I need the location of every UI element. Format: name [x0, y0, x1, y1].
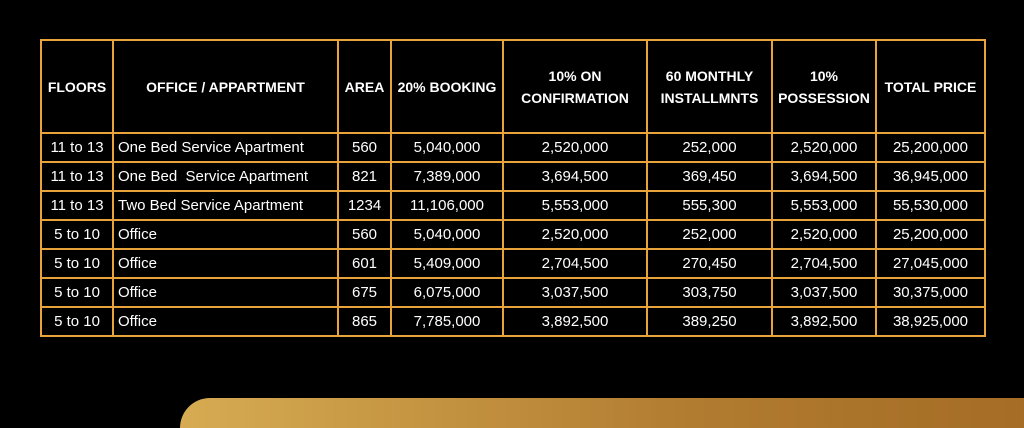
table-cell: 865: [337, 306, 392, 337]
table-cell: 560: [337, 219, 392, 250]
table-cell: 5 to 10: [40, 277, 114, 308]
table-cell: 2,520,000: [502, 219, 648, 250]
table-cell: 252,000: [646, 219, 773, 250]
table-cell: 11 to 13: [40, 161, 114, 192]
table-cell: 2,704,500: [771, 248, 877, 279]
table-cell: 5 to 10: [40, 248, 114, 279]
table-cell: Office: [112, 248, 339, 279]
table-cell: 5,409,000: [390, 248, 504, 279]
table-cell: 821: [337, 161, 392, 192]
table-cell: 5,040,000: [390, 132, 504, 163]
table-cell: 27,045,000: [875, 248, 986, 279]
table-cell: 5,553,000: [502, 190, 648, 221]
table-cell: 55,530,000: [875, 190, 986, 221]
table-cell: 2,704,500: [502, 248, 648, 279]
table-row: 5 to 10 Office 675 6,075,000 3,037,500 303,75…: [40, 277, 986, 308]
table-cell: 560: [337, 132, 392, 163]
table-cell: 3,037,500: [502, 277, 648, 308]
table-cell: 2,520,000: [502, 132, 648, 163]
table-cell: 5,040,000: [390, 219, 504, 250]
table-cell: 3,694,500: [771, 161, 877, 192]
table-row: 5 to 10 Office 865 7,785,000 3,892,500 389,25…: [40, 306, 986, 337]
header-row: FLOORS OFFICE / APPARTMENT AREA 20% BOOKING…: [40, 39, 986, 134]
table-cell: 389,250: [646, 306, 773, 337]
table-cell: 11 to 13: [40, 132, 114, 163]
table-cell: 555,300: [646, 190, 773, 221]
table-cell: One Bed Service Apartment: [112, 161, 339, 192]
table-cell: 369,450: [646, 161, 773, 192]
table-cell: 11 to 13: [40, 190, 114, 221]
column-header: 20% BOOKING: [390, 39, 504, 134]
table-cell: 3,892,500: [771, 306, 877, 337]
table-cell: 252,000: [646, 132, 773, 163]
table-row: 5 to 10 Office 560 5,040,000 2,520,000 252,00…: [40, 219, 986, 250]
column-header: AREA: [337, 39, 392, 134]
payment-plan-table: FLOORS OFFICE / APPARTMENT AREA 20% BOOKING…: [40, 39, 986, 337]
table-cell: 25,200,000: [875, 219, 986, 250]
table-row: 5 to 10 Office 601 5,409,000 2,704,500 270,45…: [40, 248, 986, 279]
table-row: 11 to 13 One Bed Service Apartment 821 7,38…: [40, 161, 986, 192]
table-cell: 1234: [337, 190, 392, 221]
column-header: OFFICE / APPARTMENT: [112, 39, 339, 134]
table-cell: 3,037,500: [771, 277, 877, 308]
table-cell: Office: [112, 306, 339, 337]
table-cell: 3,694,500: [502, 161, 648, 192]
table-cell: 601: [337, 248, 392, 279]
table-cell: 5 to 10: [40, 219, 114, 250]
table-cell: 7,785,000: [390, 306, 504, 337]
table-cell: 11,106,000: [390, 190, 504, 221]
column-header: 10% POSSESSION: [771, 39, 877, 134]
table-cell: 25,200,000: [875, 132, 986, 163]
table-cell: 303,750: [646, 277, 773, 308]
column-header: 60 MONTHLY INSTALLMNTS: [646, 39, 773, 134]
column-header: FLOORS: [40, 39, 114, 134]
table-cell: 675: [337, 277, 392, 308]
table-cell: 36,945,000: [875, 161, 986, 192]
table-row: 11 to 13 One Bed Service Apartment 560 5,04…: [40, 132, 986, 163]
table-cell: 2,520,000: [771, 219, 877, 250]
table-cell: 3,892,500: [502, 306, 648, 337]
table-cell: 7,389,000: [390, 161, 504, 192]
table-cell: 5 to 10: [40, 306, 114, 337]
table-cell: Two Bed Service Apartment: [112, 190, 339, 221]
table-cell: Office: [112, 277, 339, 308]
column-header: 10% ON CONFIRMATION: [502, 39, 648, 134]
decorative-gold-band: [180, 398, 1024, 428]
table-cell: 5,553,000: [771, 190, 877, 221]
table-cell: One Bed Service Apartment: [112, 132, 339, 163]
column-header: TOTAL PRICE: [875, 39, 986, 134]
table-row: 11 to 13 Two Bed Service Apartment 1234 11,…: [40, 190, 986, 221]
table-cell: 2,520,000: [771, 132, 877, 163]
table-cell: 38,925,000: [875, 306, 986, 337]
table-cell: Office: [112, 219, 339, 250]
table-cell: 270,450: [646, 248, 773, 279]
table-cell: 6,075,000: [390, 277, 504, 308]
table-cell: 30,375,000: [875, 277, 986, 308]
